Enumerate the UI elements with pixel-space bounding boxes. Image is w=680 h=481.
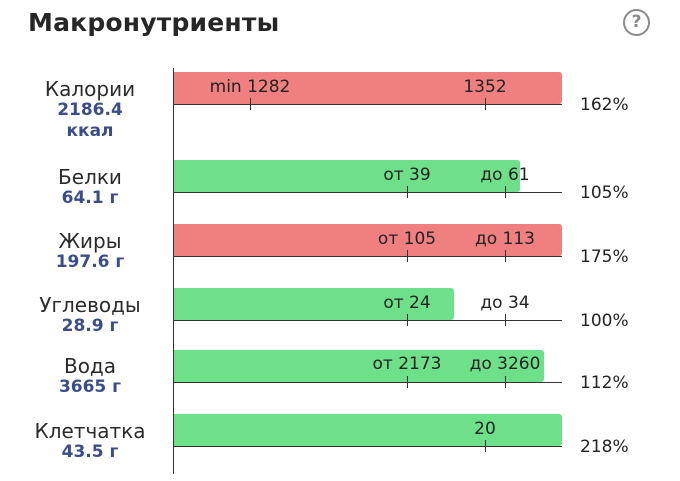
nutrient-name: Вода (63, 354, 117, 378)
nutrient-unit: ккал (66, 121, 114, 141)
nutrient-bar (174, 160, 520, 192)
nutrient-value: 64.1 г (61, 188, 119, 208)
marker-tick-min (250, 98, 251, 110)
marker-label-max: до 113 (474, 229, 536, 249)
percent-label: 112% (580, 373, 629, 393)
marker-tick-max (505, 314, 506, 326)
nutrient-name: Калории (44, 77, 136, 101)
marker-label-max: 1352 (463, 77, 507, 97)
nutrient-name: Клетчатка (34, 419, 146, 443)
marker-label-max: до 61 (480, 165, 530, 185)
marker-label-min: от 105 (377, 229, 437, 249)
marker-label-min: от 2173 (372, 354, 442, 374)
nutrient-value: 197.6 г (55, 252, 125, 272)
bar-baseline (174, 446, 562, 447)
marker-tick-max (505, 186, 506, 198)
nutrient-row-carbs: Углеводы 28.9 г от 24 до 34 100% (0, 286, 680, 346)
nutrient-row-fiber: Клетчатка 43.5 г 20 218% (0, 412, 680, 472)
chart-axis (173, 68, 174, 474)
marker-tick-max (485, 98, 486, 110)
nutrient-value: 2186.4 (57, 100, 123, 120)
percent-label: 100% (580, 311, 629, 331)
nutrient-name: Углеводы (39, 293, 141, 317)
marker-tick-max (505, 250, 506, 262)
page-title: Макронутриенты (28, 8, 280, 37)
marker-label-min: от 24 (383, 293, 431, 313)
bar-baseline (174, 256, 562, 257)
help-icon[interactable]: ? (623, 9, 650, 36)
nutrient-name: Жиры (58, 229, 122, 253)
nutrient-value: 3665 г (58, 377, 122, 397)
marker-tick-min (407, 250, 408, 262)
nutrient-bar (174, 224, 562, 256)
nutrient-row-calories: Калории 2186.4 ккал min 1282 1352 162% (0, 68, 680, 141)
marker-tick-min (407, 186, 408, 198)
marker-label-max: до 34 (480, 293, 530, 313)
nutrient-value: 43.5 г (61, 442, 119, 462)
marker-tick-min (407, 376, 408, 388)
bar-baseline (174, 104, 562, 105)
nutrient-name: Белки (58, 165, 122, 189)
percent-label: 218% (580, 437, 629, 457)
percent-label: 175% (580, 247, 629, 267)
marker-label-max: до 3260 (469, 354, 541, 374)
nutrient-row-water: Вода 3665 г от 2173 до 3260 112% (0, 349, 680, 409)
nutrient-row-fat: Жиры 197.6 г от 105 до 113 175% (0, 222, 680, 282)
nutrient-bar (174, 72, 562, 104)
marker-label-min: min 1282 (209, 77, 291, 97)
percent-label: 105% (580, 183, 629, 203)
marker-label-min: от 39 (383, 165, 431, 185)
marker-tick (485, 440, 486, 452)
marker-tick-max (505, 376, 506, 388)
bar-baseline (174, 382, 562, 383)
nutrient-bar (174, 350, 544, 382)
marker-tick-min (407, 314, 408, 326)
nutrient-row-protein: Белки 64.1 г от 39 до 61 105% (0, 158, 680, 218)
percent-label: 162% (580, 95, 629, 115)
nutrient-bar (174, 414, 562, 446)
bar-baseline (174, 192, 562, 193)
bar-baseline (174, 320, 562, 321)
nutrient-value: 28.9 г (61, 316, 119, 336)
marker-label: 20 (474, 419, 496, 439)
